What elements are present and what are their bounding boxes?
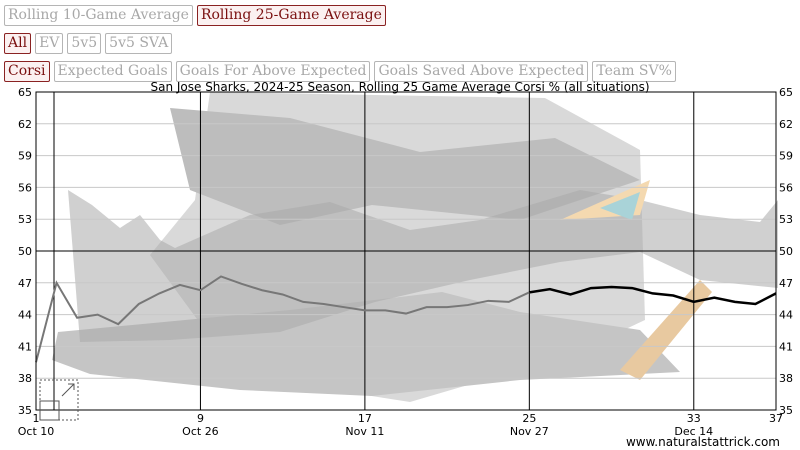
y-tick-label-right: 59	[779, 150, 793, 163]
x-tick-label: 9	[197, 412, 204, 425]
x-tick-label: 1	[33, 412, 40, 425]
chart-title: San Jose Sharks, 2024-25 Season, Rolling…	[150, 80, 649, 94]
plot-frame	[35, 91, 777, 411]
data-marks	[35, 275, 777, 363]
y-tick-label-left: 65	[18, 86, 32, 99]
y-tick-label-right: 41	[779, 340, 793, 353]
y-tick-label-left: 59	[18, 150, 32, 163]
rolling-25-button[interactable]: Rolling 25-Game Average	[196, 5, 386, 26]
y-tick-label-left: 56	[18, 181, 32, 194]
series-line-black	[529, 285, 777, 306]
y-tick-label-right: 47	[779, 277, 793, 290]
rolling-window-toggle: Rolling 10-Game Average Rolling 25-Game …	[4, 5, 386, 26]
metric-corsi-button[interactable]: Corsi	[4, 61, 50, 82]
y-tick-label-right: 53	[779, 213, 793, 226]
situation-5v5-sva-button[interactable]: 5v5 SVA	[105, 33, 173, 54]
metric-expected-goals-button[interactable]: Expected Goals	[53, 61, 172, 82]
source-credit: www.naturalstattrick.com	[626, 435, 780, 449]
watermark-logo	[52, 92, 778, 402]
y-tick-label-left: 35	[18, 404, 32, 417]
x-date-label: Oct 10	[18, 425, 55, 438]
y-tick-label-right: 56	[779, 181, 793, 194]
metric-gsax-button[interactable]: Goals Saved Above Expected	[374, 61, 589, 82]
situation-all-button[interactable]: All	[4, 33, 32, 54]
y-tick-label-right: 65	[779, 86, 793, 99]
y-tick-label-right: 50	[779, 245, 793, 258]
metric-gfax-button[interactable]: Goals For Above Expected	[175, 61, 371, 82]
y-tick-label-left: 62	[18, 118, 32, 131]
x-date-label: Nov 11	[345, 425, 384, 438]
corsi-chart: 35 35 38 38 41 41 44 44 47 47 50 50 53 53 56 56 59 59 62 62…	[18, 80, 793, 449]
x-date-label: Nov 27	[510, 425, 549, 438]
x-tick-label: 25	[522, 412, 536, 425]
situation-5v5-button[interactable]: 5v5	[67, 33, 102, 54]
x-tick-label: 17	[358, 412, 372, 425]
y-tick-label-left: 50	[18, 245, 32, 258]
y-tick-label-right: 44	[779, 309, 793, 322]
situation-toggle: All EV 5v5 5v5 SVA	[4, 33, 173, 54]
y-tick-label-right: 35	[779, 404, 793, 417]
series-line-gray	[35, 275, 530, 363]
metric-team-sv-button[interactable]: Team SV%	[592, 61, 676, 82]
metric-toggle: Corsi Expected Goals Goals For Above Exp…	[4, 61, 676, 82]
x-tick-label: 37	[769, 412, 783, 425]
axes: 35 35 38 38 41 41 44 44 47 47 50 50 53 53 56 56 59 59 62 62…	[18, 86, 793, 438]
rolling-10-button[interactable]: Rolling 10-Game Average	[4, 5, 193, 26]
x-tick-label: 33	[687, 412, 701, 425]
x-date-label: Dec 14	[674, 425, 713, 438]
y-tick-label-right: 62	[779, 118, 793, 131]
y-tick-label-right: 38	[779, 372, 793, 385]
grid-lines	[36, 92, 776, 410]
y-tick-label-left: 38	[18, 372, 32, 385]
situation-ev-button[interactable]: EV	[35, 33, 64, 54]
y-tick-label-left: 53	[18, 213, 32, 226]
x-date-label: Oct 26	[182, 425, 219, 438]
zoom-box	[39, 379, 79, 421]
y-tick-label-left: 41	[18, 340, 32, 353]
y-tick-label-left: 47	[18, 277, 32, 290]
y-tick-label-left: 44	[18, 309, 32, 322]
